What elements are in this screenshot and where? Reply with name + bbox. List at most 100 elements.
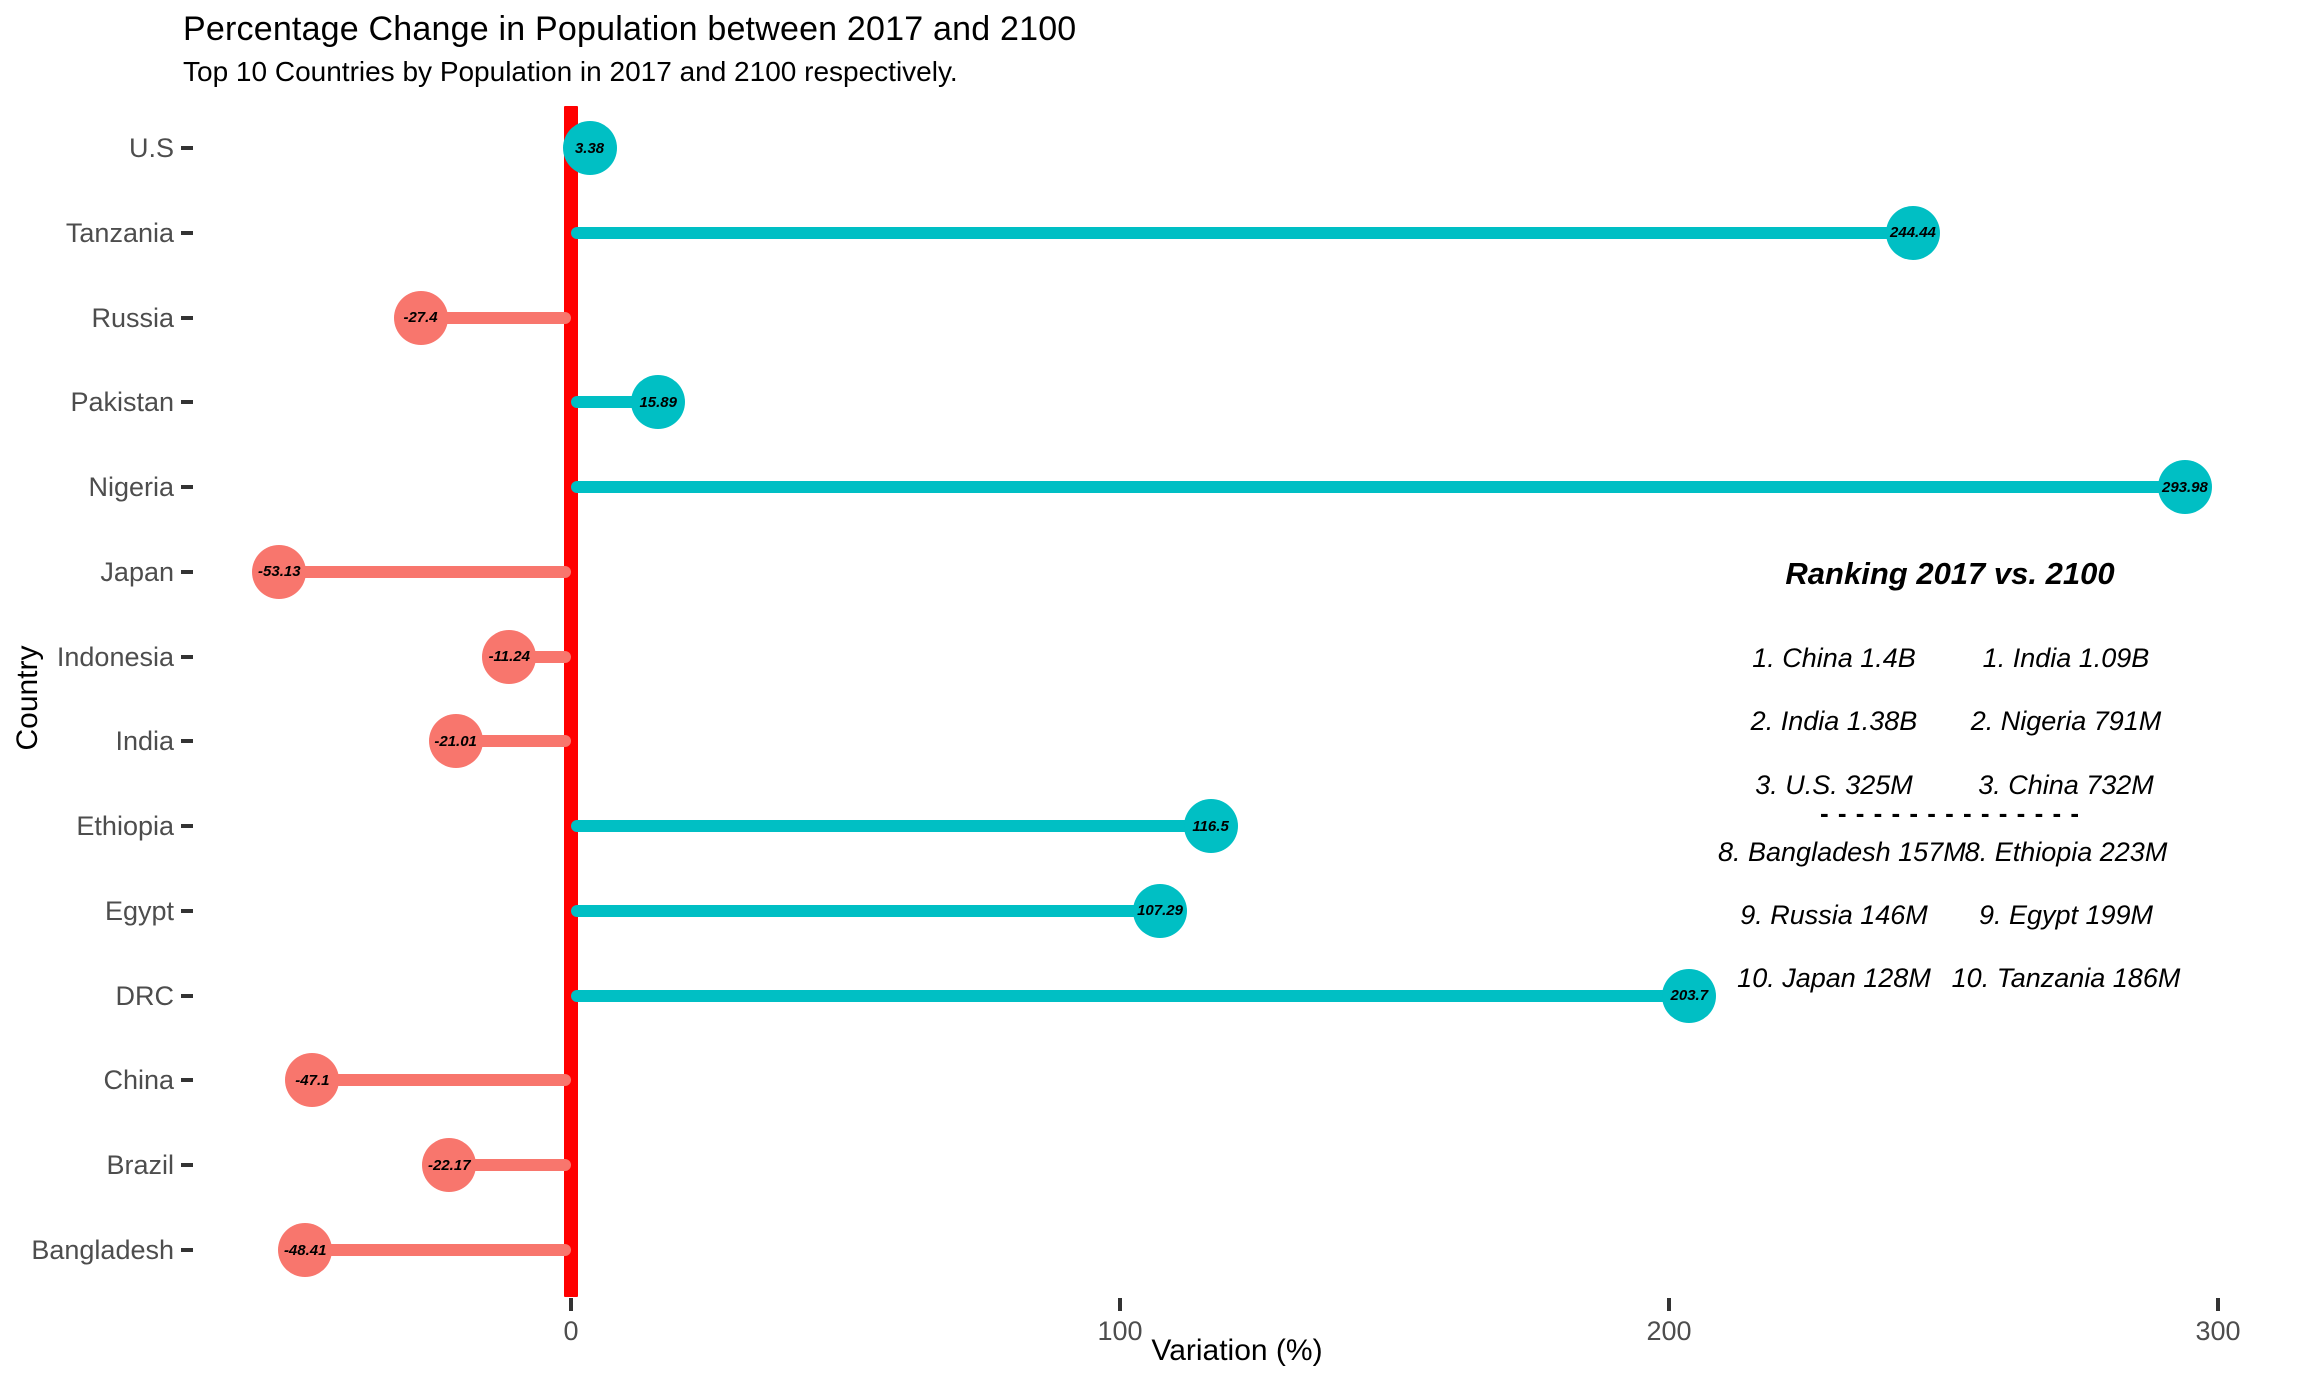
value-label-russia: -27.4: [403, 309, 438, 327]
category-label-u-s: U.S: [128, 133, 174, 163]
ranking-divider: - - - - - - - - - - - - - - -: [1819, 798, 2080, 828]
value-label-india: -21.01: [434, 732, 477, 750]
y-axis-tick-japan: [181, 569, 193, 574]
value-label-indonesia: -11.24: [488, 648, 530, 666]
category-label-russia: Russia: [91, 302, 174, 333]
lollipop-dot-pakistan: 15.89: [631, 375, 686, 430]
ranking-2017-entry: 2. India 1.38B: [1750, 706, 1918, 736]
y-axis-tick-brazil: [181, 1163, 193, 1168]
y-axis-tick-china: [181, 1078, 193, 1083]
lollipop-stem-india: [455, 735, 571, 748]
value-label-tanzania: 244.44: [1890, 224, 1936, 242]
category-label-indonesia: Indonesia: [56, 641, 174, 672]
lollipop-stem-egypt: [571, 904, 1161, 917]
zero-reference-line: [564, 106, 578, 1297]
lollipop-dot-tanzania: 244.44: [1885, 205, 1940, 260]
lollipop-dot-japan: -53.13: [252, 544, 307, 599]
value-label-bangladesh: -48.41: [283, 1241, 327, 1259]
x-axis-tick-label-100: 100: [1097, 1316, 1143, 1346]
ranking-2100-entry: 10. Tanzania 186M: [1951, 963, 2181, 993]
y-axis-tick-india: [181, 739, 193, 744]
ranking-row-5: 9. Russia 146M 9. Egypt 199M: [1718, 898, 2182, 932]
category-label-china: China: [103, 1065, 174, 1096]
category-label-drc: DRC: [115, 980, 175, 1011]
ranking-2017-entry: 9. Russia 146M: [1740, 900, 1928, 930]
lollipop-stem-tanzania: [571, 226, 1913, 239]
y-axis-tick-drc: [181, 993, 193, 998]
lollipop-stem-nigeria: [571, 481, 2185, 494]
ranking-row-2: 2. India 1.38B 2. Nigeria 791M: [1718, 704, 2182, 738]
lollipop-dot-drc: 203.7: [1662, 968, 1717, 1023]
chart-title: Percentage Change in Population between …: [183, 10, 1077, 48]
ranking-row-6: 10. Japan 128M 10. Tanzania 186M: [1718, 961, 2182, 995]
lollipop-stem-russia: [420, 311, 571, 324]
category-label-nigeria: Nigeria: [88, 472, 174, 503]
lollipop-dot-egypt: 107.29: [1133, 883, 1188, 938]
category-label-tanzania: Tanzania: [65, 217, 174, 248]
category-label-bangladesh: Bangladesh: [31, 1235, 174, 1265]
value-label-brazil: -22.17: [428, 1156, 471, 1174]
lollipop-dot-russia: -27.4: [393, 290, 448, 345]
lollipop-dot-nigeria: 293.98: [2157, 460, 2212, 515]
ranking-2100-entry: 9. Egypt 199M: [1978, 900, 2154, 930]
ranking-annotation-title: Ranking 2017 vs. 2100: [1785, 556, 2115, 591]
category-label-ethiopia: Ethiopia: [76, 811, 174, 842]
y-axis-tick-indonesia: [181, 654, 193, 659]
x-axis-title: Variation (%): [1151, 1334, 1323, 1367]
category-label-india: India: [115, 726, 174, 757]
ranking-2100-entry: 8. Ethiopia 223M: [1964, 837, 2168, 867]
value-label-ethiopia: 116.5: [1192, 817, 1229, 835]
lollipop-dot-u-s: 3.38: [562, 121, 617, 175]
lollipop-stem-drc: [571, 989, 1690, 1002]
lollipop-dot-brazil: -22.17: [422, 1138, 477, 1193]
value-label-egypt: 107.29: [1137, 902, 1183, 920]
x-axis-tick-100: [1118, 1298, 1122, 1311]
x-axis-tick-label-300: 300: [2195, 1316, 2241, 1346]
category-label-brazil: Brazil: [106, 1150, 174, 1181]
category-label-egypt: Egypt: [104, 895, 174, 926]
ranking-2017-entry: 3. U.S. 325M: [1755, 770, 1913, 800]
y-axis-tick-nigeria: [181, 485, 193, 490]
ranking-2017-entry: 8. Bangladesh 157M: [1718, 837, 1966, 867]
value-label-drc: 203.7: [1670, 987, 1709, 1005]
lollipop-dot-china: -47.1: [285, 1053, 340, 1108]
y-axis-tick-u-s: [181, 146, 193, 150]
chart-subtitle: Top 10 Countries by Population in 2017 a…: [183, 56, 958, 87]
y-axis-tick-ethiopia: [181, 824, 193, 829]
category-label-pakistan: Pakistan: [70, 387, 174, 418]
lollipop-stem-bangladesh: [305, 1244, 571, 1256]
value-label-u-s: 3.38: [574, 139, 605, 157]
x-axis-tick-label-200: 200: [1646, 1316, 1692, 1346]
x-axis-tick-300: [2216, 1298, 2220, 1311]
lollipop-stem-brazil: [449, 1159, 571, 1172]
ranking-row-1: 1. China 1.4B 1. India 1.09B: [1718, 641, 2182, 675]
y-axis-tick-egypt: [181, 908, 193, 913]
category-label-japan: Japan: [100, 556, 174, 587]
value-label-pakistan: 15.89: [639, 393, 677, 411]
y-axis-tick-russia: [181, 315, 193, 320]
value-label-china: -47.1: [295, 1071, 330, 1089]
x-axis-tick-label-0: 0: [563, 1316, 579, 1346]
x-axis-tick-200: [1667, 1298, 1671, 1311]
lollipop-dot-bangladesh: -48.41: [278, 1223, 333, 1277]
lollipop-stem-japan: [279, 565, 571, 578]
y-axis-tick-bangladesh: [181, 1248, 193, 1252]
ranking-2100-entry: 3. China 732M: [1978, 770, 2154, 800]
lollipop-dot-ethiopia: 116.5: [1183, 799, 1238, 854]
ranking-row-4: 8. Bangladesh 157M 8. Ethiopia 223M: [1718, 835, 2182, 869]
x-axis-tick-0: [569, 1298, 573, 1311]
ranking-2100-entry: 1. India 1.09B: [1982, 643, 2150, 673]
ranking-2017-entry: 1. China 1.4B: [1752, 643, 1916, 673]
ranking-2017-entry: 10. Japan 128M: [1737, 963, 1931, 993]
lollipop-stem-ethiopia: [571, 820, 1211, 833]
lollipop-dot-india: -21.01: [428, 714, 483, 769]
ranking-2100-entry: 2. Nigeria 791M: [1970, 706, 2162, 736]
value-label-japan: -53.13: [258, 563, 301, 581]
value-label-nigeria: 293.98: [2161, 478, 2208, 496]
lollipop-dot-indonesia: -11.24: [482, 629, 537, 684]
y-axis-tick-tanzania: [181, 230, 193, 235]
ranking-row-3: 3. U.S. 325M 3. China 732M: [1718, 768, 2182, 802]
lollipop-stem-china: [312, 1074, 571, 1087]
y-axis-tick-pakistan: [181, 400, 193, 405]
